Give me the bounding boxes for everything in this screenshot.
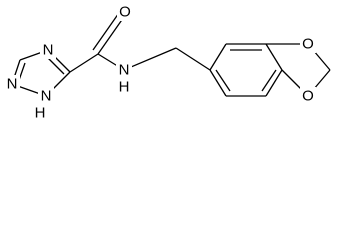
atom-label: N [41,88,52,105]
label-bg [116,61,132,79]
label-bg [300,87,316,105]
label-bg [117,3,133,21]
atom-label: O [302,36,314,53]
atom-label: N [7,76,18,93]
molecule-diagram: N N N H O N H O O [4,3,331,122]
hydrogen-label: H [119,79,130,96]
atom-label: O [119,4,131,21]
label-bg [38,87,54,105]
atom-labels: N N N H O N H O O [4,3,316,122]
label-bg [40,41,56,59]
label-bg [4,75,20,93]
atom-label: O [302,88,314,105]
atom-label: N [119,62,130,79]
atom-label: N [43,42,54,59]
bonds [11,9,331,97]
label-bg [300,35,316,53]
hydrogen-label: H [35,105,46,122]
